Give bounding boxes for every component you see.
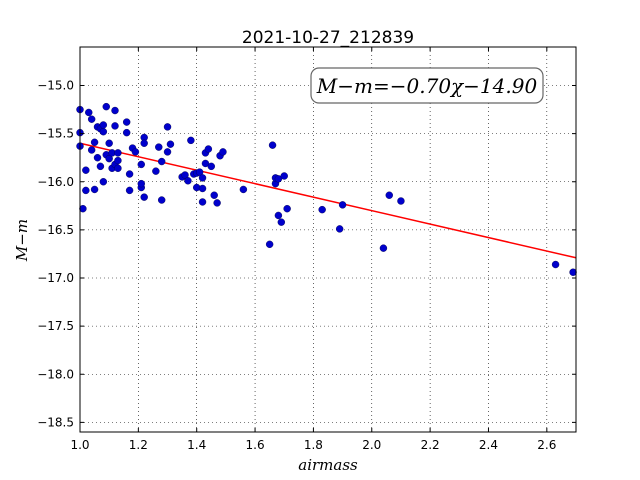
data-point: [82, 166, 90, 174]
data-point: [137, 179, 145, 188]
chart-title: 2021-10-27_212839: [242, 28, 414, 48]
data-point: [204, 145, 213, 153]
data-point: [198, 184, 207, 193]
data-point: [198, 174, 207, 182]
data-point: [318, 205, 326, 214]
gridlines: [79, 47, 576, 432]
y-tick-label: −17.0: [37, 271, 74, 285]
data-point: [166, 140, 175, 148]
data-point: [385, 191, 393, 199]
data-point: [82, 186, 90, 195]
annotation-frame: [310, 67, 544, 104]
y-tick-label: −16.5: [37, 223, 74, 237]
data-point: [239, 185, 248, 194]
data-point: [163, 123, 172, 131]
data-point: [140, 193, 148, 201]
data-point: [122, 118, 131, 126]
data-point: [90, 185, 99, 194]
data-point: [114, 164, 122, 172]
data-point: [207, 162, 215, 171]
data-point: [152, 167, 160, 175]
data-point: [184, 177, 192, 185]
data-point: [163, 148, 172, 156]
data-point: [131, 148, 140, 156]
x-tick-label: 2.4: [479, 438, 498, 452]
data-point: [96, 162, 105, 171]
y-tick-label: −15.5: [37, 127, 74, 141]
plot-area: [76, 102, 577, 276]
data-point: [268, 141, 277, 149]
data-point: [102, 102, 110, 111]
data-point: [265, 240, 274, 249]
data-point: [137, 160, 145, 169]
data-point: [274, 211, 283, 220]
data-point: [87, 115, 96, 123]
data-point: [213, 199, 221, 207]
data-point: [201, 159, 210, 168]
data-point: [122, 128, 131, 137]
data-point: [187, 136, 195, 145]
data-point: [397, 197, 405, 205]
data-point: [155, 143, 163, 151]
data-point: [114, 149, 122, 157]
data-point: [335, 225, 344, 233]
data-point: [99, 127, 108, 136]
data-point: [125, 170, 134, 178]
x-tick-label: 2.0: [362, 438, 381, 452]
x-axis-label: airmass: [298, 456, 358, 474]
plot-frame: [79, 46, 577, 433]
data-point: [99, 178, 108, 186]
y-axis: −15.0 −15.5 −16.0 −16.5 −17.0 −17.5 −18.0 −18.5: [37, 79, 576, 429]
data-point: [338, 201, 347, 209]
data-point: [274, 175, 283, 183]
data-point: [105, 139, 113, 147]
data-point: [93, 153, 102, 162]
data-point: [111, 122, 119, 130]
data-point: [79, 204, 87, 213]
data-point: [379, 244, 388, 252]
data-point: [219, 148, 227, 156]
x-tick-label: 1.0: [70, 438, 89, 452]
data-point: [157, 157, 166, 166]
x-tick-label: 1.6: [246, 438, 265, 452]
x-tick-label: 1.8: [304, 438, 323, 452]
y-tick-label: −18.0: [37, 367, 74, 381]
x-tick-label: 2.6: [537, 438, 556, 452]
data-point: [85, 108, 93, 117]
data-point: [125, 186, 134, 195]
y-tick-label: −15.0: [37, 79, 74, 93]
data-point: [114, 156, 122, 165]
y-axis-label: M−m: [13, 219, 31, 262]
x-axis: 1.0 1.2 1.4 1.6 1.8 2.0 2.2 2.4 2.6: [70, 47, 556, 452]
x-tick-label: 1.2: [129, 438, 148, 452]
data-point: [198, 198, 207, 206]
y-tick-label: −16.0: [37, 175, 74, 189]
data-point: [157, 196, 166, 204]
data-point: [277, 218, 286, 226]
data-point: [140, 139, 148, 147]
data-point: [90, 138, 99, 146]
x-tick-label: 1.4: [187, 438, 206, 452]
data-point: [280, 172, 288, 180]
data-point: [99, 121, 108, 129]
fit-equation: M−m=−0.70χ−14.90: [316, 74, 538, 98]
y-tick-label: −17.5: [37, 319, 74, 333]
data-point: [283, 204, 291, 213]
data-point: [210, 191, 218, 199]
y-tick-label: −18.5: [37, 415, 74, 429]
data-point: [87, 146, 96, 154]
data-point: [111, 106, 119, 115]
fit-annotation-box: M−m=−0.70χ−14.90: [310, 67, 544, 104]
x-tick-label: 2.2: [421, 438, 440, 452]
data-point: [569, 268, 577, 276]
data-point: [551, 260, 560, 269]
